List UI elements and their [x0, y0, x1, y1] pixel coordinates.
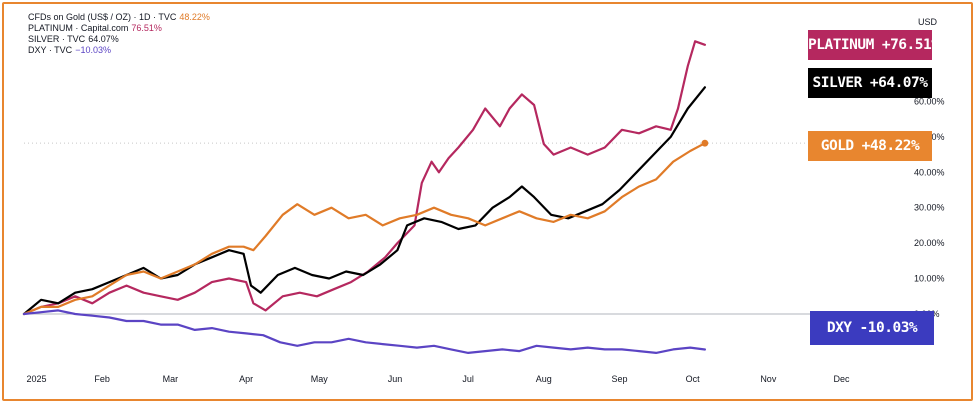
silver-badge: SILVER +64.07% — [808, 68, 932, 98]
y-tick-label: 20.00% — [914, 238, 945, 248]
platinum-badge-value: +76.51% — [881, 37, 940, 53]
x-tick-label: Jul — [462, 374, 474, 384]
series-line-gold — [22, 142, 706, 316]
gold-badge-name: GOLD — [820, 138, 854, 154]
x-tick-label: Oct — [686, 374, 701, 384]
x-tick-label: Dec — [834, 374, 851, 384]
legend-silver-name: SILVER · TVC — [28, 34, 86, 44]
legend-gold-value: 48.22% — [179, 12, 210, 22]
gold-badge: GOLD +48.22% — [808, 131, 932, 161]
x-tick-label: Jun — [388, 374, 403, 384]
y-tick-label: 40.00% — [914, 167, 945, 177]
legend-dxy-value: −10.03% — [75, 45, 111, 55]
legend-gold-name: CFDs on Gold (US$ / OZ) · 1D · TVC — [28, 12, 177, 22]
axes-group: 0.00%10.00%20.00%30.00%40.00%50.00%60.00… — [26, 96, 944, 384]
legend-platinum-value: 76.51% — [131, 23, 162, 33]
x-tick-label: Mar — [163, 374, 179, 384]
chart-legend: CFDs on Gold (US$ / OZ) · 1D · TVC 48.22%… — [28, 12, 210, 56]
legend-silver-value: 64.07% — [88, 34, 119, 44]
dxy-badge: DXY -10.03% — [810, 311, 934, 345]
x-tick-label: Apr — [239, 374, 253, 384]
legend-platinum-name: PLATINUM · Capital.com — [28, 23, 129, 33]
series-line-dxy — [22, 309, 706, 354]
series-lines-group — [22, 40, 706, 354]
legend-row-gold[interactable]: CFDs on Gold (US$ / OZ) · 1D · TVC 48.22% — [28, 12, 210, 23]
y-tick-label: 60.00% — [914, 96, 945, 106]
y-tick-label: 30.00% — [914, 203, 945, 213]
x-tick-label: Nov — [760, 374, 777, 384]
currency-label: USD — [918, 17, 938, 27]
x-tick-label: May — [311, 374, 329, 384]
x-tick-label: Feb — [94, 374, 110, 384]
platinum-badge: PLATINUM +76.51% — [808, 30, 940, 60]
x-tick-label: Aug — [536, 374, 552, 384]
legend-row-silver[interactable]: SILVER · TVC 64.07% — [28, 34, 210, 45]
dxy-badge-name: DXY — [826, 320, 852, 336]
dxy-badge-value: -10.03% — [859, 320, 918, 336]
silver-badge-name: SILVER — [812, 75, 863, 91]
series-line-platinum — [22, 40, 706, 316]
legend-dxy-name: DXY · TVC — [28, 45, 73, 55]
legend-row-platinum[interactable]: PLATINUM · Capital.com 76.51% — [28, 23, 210, 34]
platinum-badge-name: PLATINUM — [808, 37, 874, 53]
gold-badge-value: +48.22% — [861, 138, 920, 154]
y-tick-label: 10.00% — [914, 274, 945, 284]
legend-row-dxy[interactable]: DXY · TVC −10.03% — [28, 45, 210, 56]
x-tick-label: 2025 — [26, 374, 46, 384]
x-tick-label: Sep — [611, 374, 627, 384]
series-line-silver — [22, 86, 706, 316]
silver-badge-value: +64.07% — [869, 75, 928, 91]
